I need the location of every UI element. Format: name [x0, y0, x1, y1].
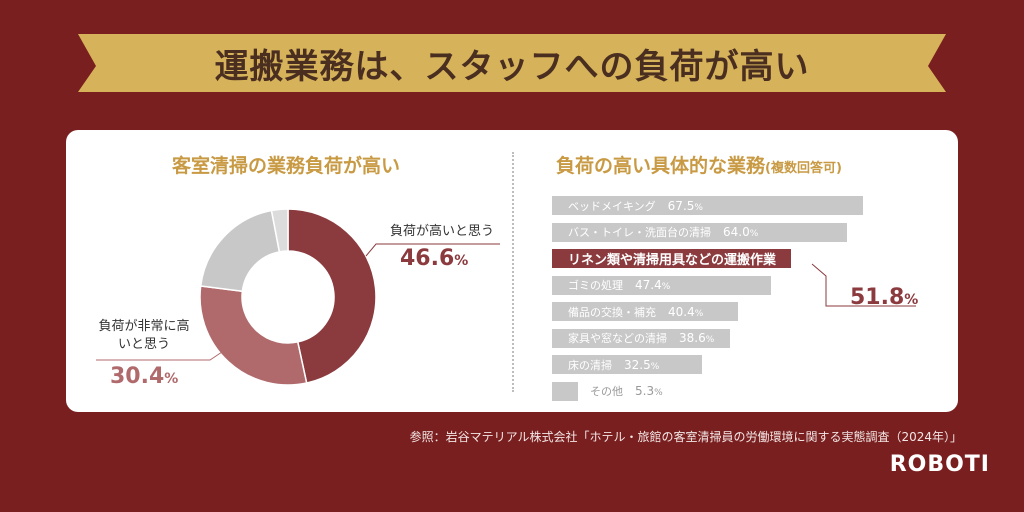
bar-1-label: バス・トイレ・洗面台の清掃 [568, 226, 711, 239]
donut-chart-title: 客室清掃の業務負荷が高い [171, 155, 400, 177]
panel-divider [512, 152, 514, 392]
brand-logo: ROBOTI [889, 452, 990, 477]
bar-2-label: リネン類や清掃用具などの運搬作業 [568, 253, 777, 268]
bar-3-value: 47.4% [635, 278, 671, 292]
donut-value-high: 46.6% [400, 246, 469, 271]
donut-slice-2 [199, 209, 281, 293]
donut-slice-1 [199, 285, 308, 386]
bar-7-label: その他 [590, 385, 623, 398]
donut-slice-0 [287, 208, 377, 384]
bar-7-value: 5.3% [635, 384, 663, 398]
bar-0-label: ベッドメイキング [568, 199, 656, 213]
bar-1: バス・トイレ・洗面台の清掃 64.0% [552, 222, 848, 242]
bar-2: リネン類や清掃用具などの運搬作業 [552, 249, 791, 268]
donut-label-high: 負荷が高いと思う [390, 224, 495, 239]
bar-0: ベッドメイキング 67.5% [552, 196, 864, 215]
bar-6-label: 床の清掃 [568, 358, 612, 372]
donut-chart [199, 208, 377, 386]
bar-4: 備品の交換・補充 40.4% [552, 302, 739, 321]
bar-7: その他 5.3% [552, 381, 663, 401]
bar-5-label: 家具や窓などの清掃 [568, 332, 667, 345]
page-title: 運搬業務は、スタッフへの負荷が高い [214, 46, 810, 87]
bar-3: ゴミの処理 47.4% [552, 275, 771, 295]
title-banner: 運搬業務は、スタッフへの負荷が高い [78, 28, 946, 98]
donut-slice-3 [270, 208, 289, 253]
bar-4-value: 40.4% [668, 304, 704, 319]
bar-0-value: 67.5% [667, 198, 703, 213]
bar-7-fill [552, 381, 578, 401]
source-citation: 参照：岩谷マテリアル株式会社「ホテル・旅館の客室清掃員の労働環境に関する実態調査… [409, 430, 962, 444]
highlight-bar-value: 51.8% [850, 285, 919, 310]
bar-6-value: 32.5% [624, 357, 660, 372]
donut-label-very-high: 負荷が非常に高いと思う [98, 319, 190, 352]
bar-6: 床の清掃 32.5% [552, 355, 702, 374]
bar-3-label: ゴミの処理 [568, 279, 623, 292]
banner-ribbon-shape [78, 34, 946, 92]
bar-4-label: 備品の交換・補充 [568, 305, 656, 319]
bar-chart-title: 負荷の高い具体的な業務(複数回答可) [556, 155, 842, 177]
bar-5-value: 38.6% [679, 331, 715, 345]
donut-value-very-high: 30.4% [110, 364, 179, 389]
bar-5: 家具や窓などの清掃 38.6% [552, 328, 731, 348]
bar-1-value: 64.0% [723, 225, 759, 239]
